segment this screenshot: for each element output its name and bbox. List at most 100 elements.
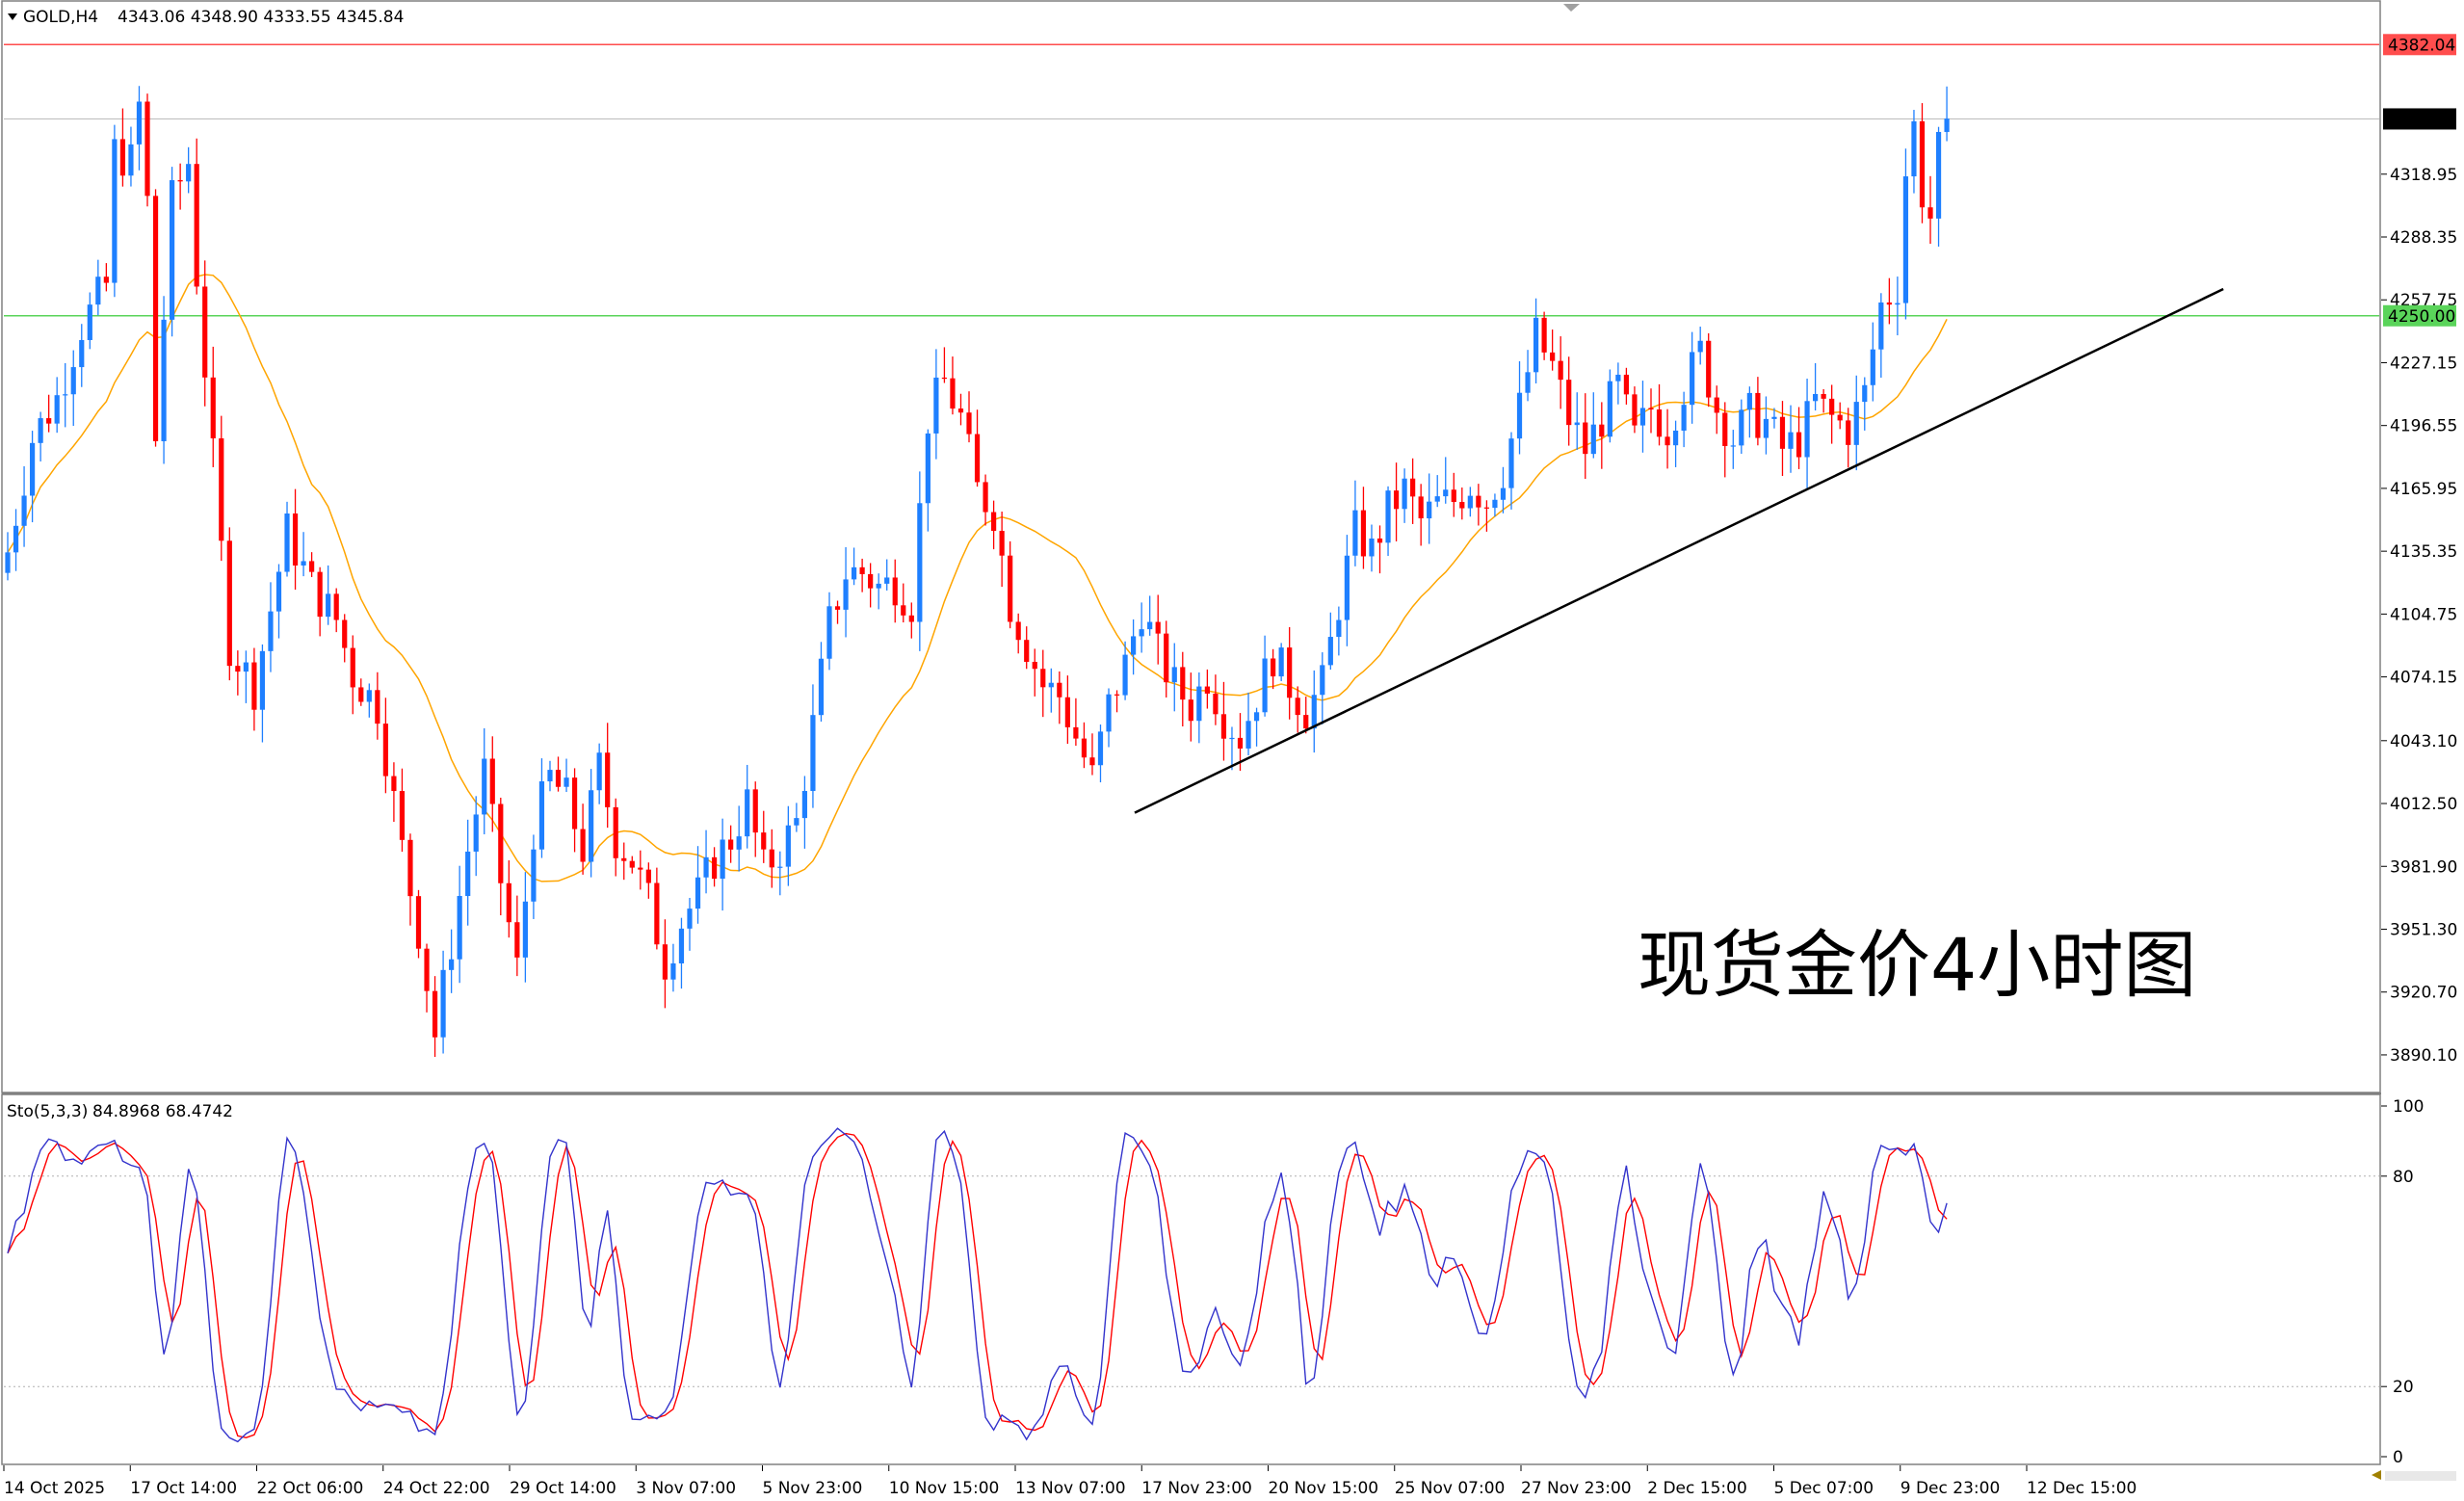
candle[interactable]	[292, 488, 299, 591]
candle[interactable]	[859, 558, 865, 592]
candle[interactable]	[1155, 594, 1161, 665]
candle[interactable]	[1714, 385, 1719, 434]
candle[interactable]	[1648, 388, 1654, 434]
candle[interactable]	[1073, 698, 1079, 747]
candle[interactable]	[1122, 641, 1128, 700]
candle[interactable]	[1672, 420, 1679, 467]
candle[interactable]	[1870, 322, 1875, 402]
candle[interactable]	[629, 856, 635, 874]
candle[interactable]	[1853, 375, 1859, 471]
candle[interactable]	[703, 830, 709, 894]
candle[interactable]	[801, 776, 808, 849]
candle[interactable]	[87, 292, 92, 350]
candle[interactable]	[473, 796, 479, 877]
candle[interactable]	[736, 805, 742, 872]
candle[interactable]	[382, 698, 388, 794]
candle[interactable]	[1837, 402, 1843, 430]
candle[interactable]	[301, 532, 306, 577]
candle[interactable]	[1886, 277, 1892, 325]
candle[interactable]	[1665, 408, 1670, 469]
candle[interactable]	[1287, 626, 1293, 720]
candle[interactable]	[1902, 148, 1909, 320]
candle[interactable]	[1639, 381, 1646, 453]
candle[interactable]	[457, 865, 462, 984]
candle[interactable]	[1623, 367, 1630, 405]
candle[interactable]	[613, 798, 618, 877]
candle[interactable]	[440, 950, 446, 1054]
candle[interactable]	[333, 588, 339, 633]
candle[interactable]	[868, 563, 874, 608]
trendline[interactable]	[1134, 287, 2224, 814]
candle[interactable]	[1220, 681, 1227, 761]
autoscroll-icon[interactable]	[2372, 1470, 2456, 1481]
candle[interactable]	[531, 834, 537, 919]
candle[interactable]	[794, 803, 799, 832]
candle[interactable]	[1558, 336, 1563, 409]
candle[interactable]	[202, 260, 208, 407]
stoch-panel[interactable]	[1, 1093, 2381, 1465]
candle[interactable]	[1253, 707, 1260, 747]
candle[interactable]	[670, 943, 676, 992]
candle[interactable]	[605, 723, 611, 829]
candle[interactable]	[1434, 475, 1440, 508]
candle[interactable]	[745, 764, 750, 849]
candle[interactable]	[1360, 487, 1367, 569]
candle[interactable]	[1131, 619, 1137, 675]
candle[interactable]	[1385, 486, 1391, 557]
candle[interactable]	[1106, 688, 1112, 748]
candle[interactable]	[1139, 602, 1144, 653]
candle[interactable]	[761, 810, 767, 863]
candle[interactable]	[645, 862, 651, 899]
candle[interactable]	[983, 474, 988, 526]
candle[interactable]	[186, 146, 192, 194]
candle[interactable]	[152, 189, 159, 447]
candle[interactable]	[243, 650, 249, 703]
candle[interactable]	[1295, 686, 1300, 733]
candle[interactable]	[638, 850, 643, 890]
candle[interactable]	[1188, 672, 1193, 742]
candle[interactable]	[63, 362, 68, 428]
candle[interactable]	[720, 818, 725, 911]
candle[interactable]	[482, 727, 487, 834]
candle[interactable]	[1327, 612, 1333, 671]
candle[interactable]	[1262, 635, 1268, 717]
candle[interactable]	[309, 552, 315, 578]
stoch-signal-line[interactable]	[7, 1132, 1948, 1439]
candle[interactable]	[1746, 386, 1752, 438]
candle[interactable]	[1779, 401, 1786, 477]
candle[interactable]	[901, 583, 906, 623]
candle[interactable]	[1722, 402, 1728, 478]
candle[interactable]	[13, 509, 19, 571]
candle[interactable]	[1574, 392, 1580, 450]
candle[interactable]	[1846, 408, 1851, 468]
candle[interactable]	[54, 377, 60, 434]
stoch-main-line[interactable]	[7, 1127, 1948, 1443]
candle[interactable]	[1040, 649, 1046, 718]
candle[interactable]	[194, 138, 199, 295]
candle[interactable]	[1500, 466, 1507, 514]
candle[interactable]	[119, 108, 126, 187]
candle[interactable]	[654, 867, 660, 950]
candle[interactable]	[662, 919, 668, 1009]
candle[interactable]	[589, 769, 594, 878]
candle[interactable]	[70, 350, 76, 427]
candle[interactable]	[1632, 386, 1638, 434]
candle[interactable]	[1944, 86, 1950, 142]
candle[interactable]	[1204, 669, 1210, 709]
candle[interactable]	[1443, 457, 1449, 504]
candle[interactable]	[1057, 671, 1062, 724]
candle[interactable]	[1320, 652, 1325, 724]
candle[interactable]	[1369, 524, 1375, 572]
candle[interactable]	[1911, 110, 1917, 194]
candle[interactable]	[1410, 458, 1416, 524]
candle[interactable]	[424, 943, 430, 1013]
candle[interactable]	[1796, 407, 1802, 469]
candle[interactable]	[1590, 392, 1596, 459]
candle[interactable]	[1476, 484, 1481, 526]
candle[interactable]	[317, 566, 323, 637]
candle[interactable]	[769, 829, 774, 888]
candle[interactable]	[596, 743, 602, 804]
candle[interactable]	[1402, 468, 1407, 523]
candle[interactable]	[1024, 626, 1030, 670]
